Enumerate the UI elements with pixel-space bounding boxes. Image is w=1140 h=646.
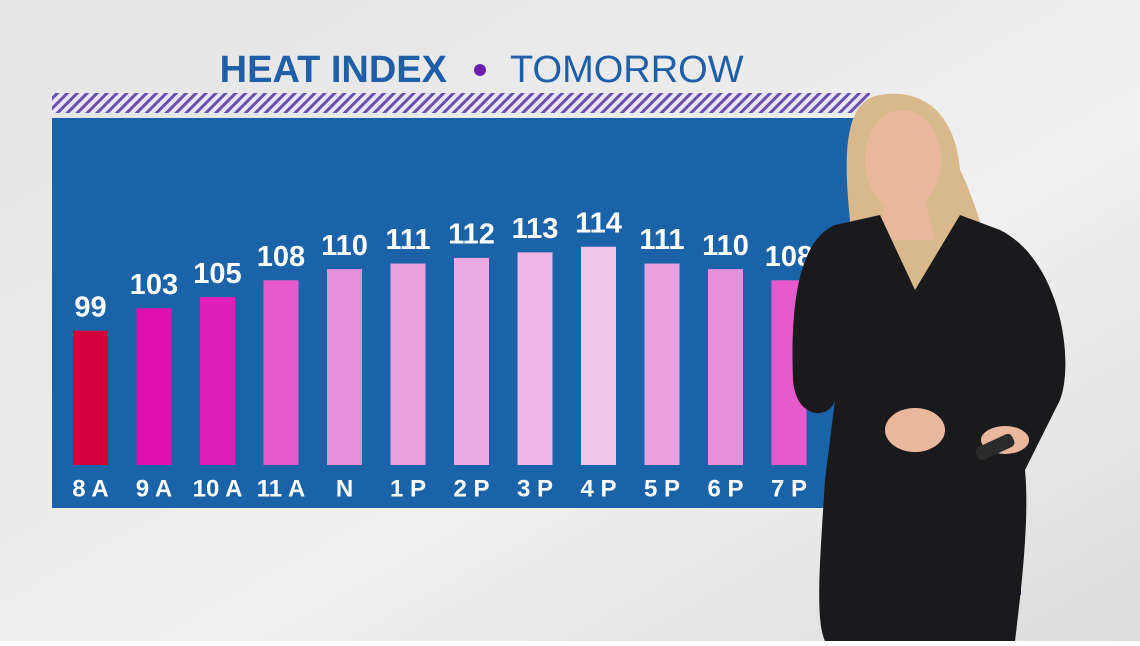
value-label: 105 bbox=[193, 258, 241, 290]
x-tick-label: N bbox=[336, 475, 353, 502]
presenter bbox=[792, 93, 1066, 641]
bar bbox=[200, 297, 235, 465]
bar bbox=[708, 269, 743, 465]
bar bbox=[327, 269, 362, 465]
hand bbox=[885, 408, 945, 452]
x-tick-label: 1 P bbox=[390, 475, 426, 502]
x-tick-label: 7 P bbox=[771, 475, 807, 502]
value-label: 113 bbox=[512, 213, 559, 245]
clicker bbox=[975, 433, 1015, 461]
x-tick-label: 2 P bbox=[453, 475, 489, 502]
x-tick-label: 5 P bbox=[644, 475, 680, 502]
bar bbox=[263, 280, 299, 465]
value-label: 114 bbox=[575, 207, 622, 239]
value-label: 110 bbox=[321, 230, 368, 262]
value-label: 112 bbox=[448, 219, 495, 251]
value-label: 99 bbox=[74, 291, 106, 323]
bar bbox=[517, 252, 553, 465]
face bbox=[865, 110, 941, 210]
x-tick-label: 3 P bbox=[517, 475, 553, 502]
bar bbox=[73, 330, 108, 465]
value-label: 108 bbox=[257, 241, 305, 273]
x-tick-label: 10 A bbox=[193, 475, 243, 502]
bar bbox=[136, 308, 172, 465]
bar bbox=[454, 257, 489, 465]
bar bbox=[390, 263, 426, 465]
value-label: 110 bbox=[702, 230, 749, 262]
x-tick-label: 4 P bbox=[580, 475, 616, 502]
bar bbox=[581, 246, 616, 465]
value-label: 111 bbox=[385, 224, 430, 256]
chart-title: HEAT INDEX bbox=[220, 49, 448, 91]
bar bbox=[644, 263, 680, 465]
x-tick-label: 8 A bbox=[72, 475, 108, 502]
neck bbox=[880, 200, 935, 240]
x-tick-label: 11 A bbox=[257, 475, 305, 502]
x-tick-label: 6 P bbox=[707, 475, 743, 502]
hatch-strip bbox=[52, 93, 870, 113]
value-label: 103 bbox=[130, 269, 178, 301]
chart-subtitle: TOMORROW bbox=[510, 49, 744, 91]
value-label: 111 bbox=[639, 224, 684, 256]
title-dot bbox=[474, 64, 486, 76]
x-tick-label: 9 A bbox=[136, 475, 172, 502]
